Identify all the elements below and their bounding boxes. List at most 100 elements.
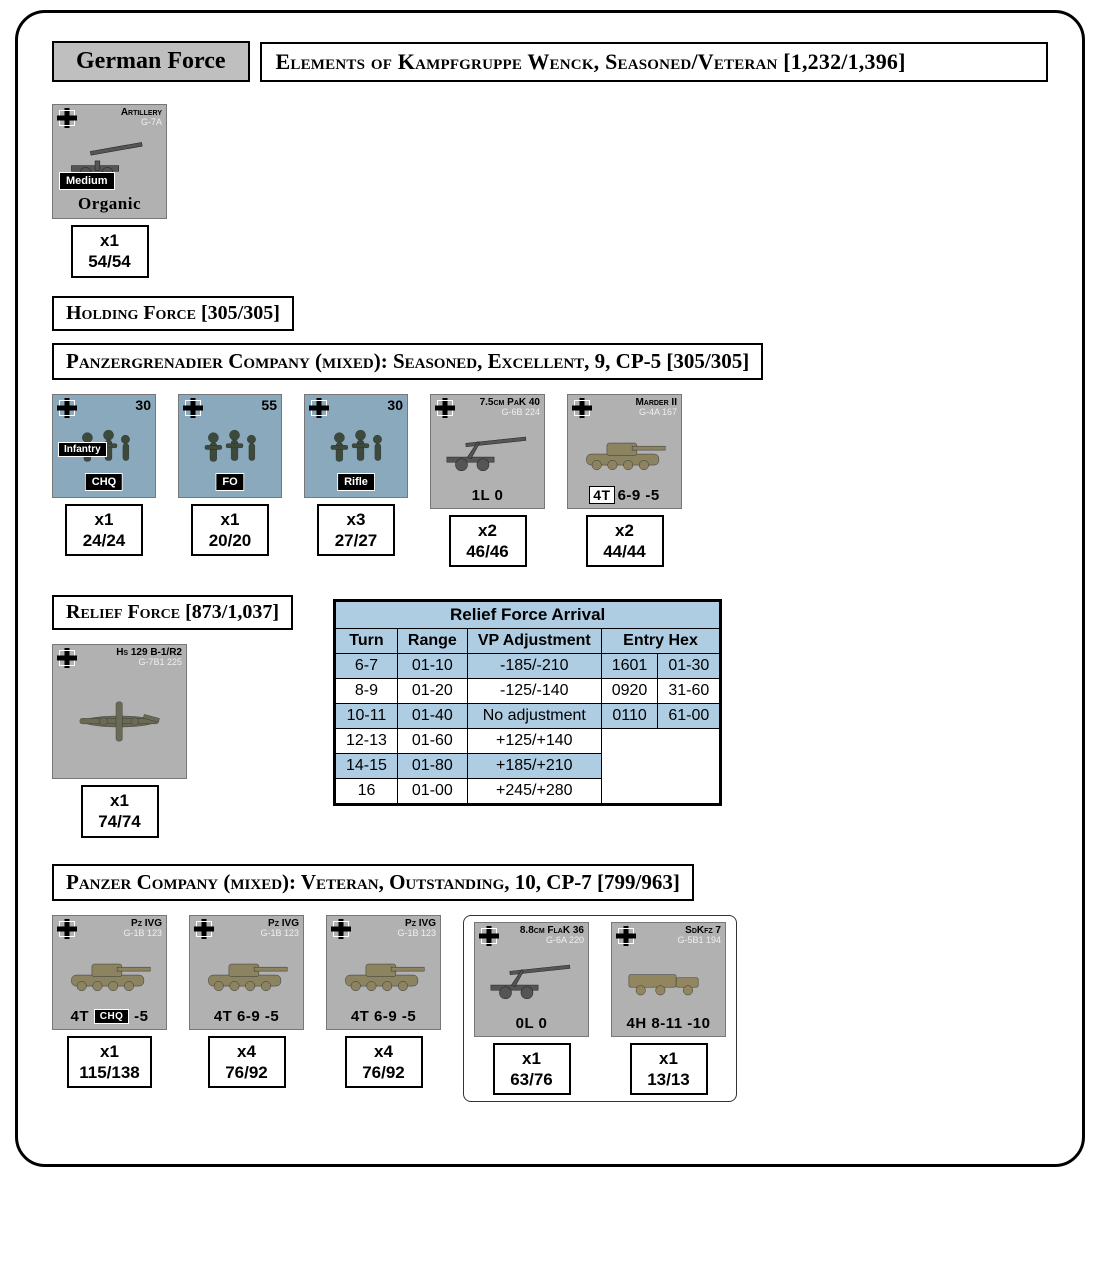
relief-force-title: Relief Force [873/1,037]: [52, 595, 293, 630]
holding-unit-row: 30 Infantry CHQ x124/24 55 FO x120/20 30 …: [52, 394, 1048, 568]
unit-silhouette: [331, 939, 436, 1008]
unit: Pz IVGG-1B 123 4T 6-9 -5 x476/92: [189, 915, 304, 1089]
chq-tag: CHQ: [94, 1009, 130, 1024]
counter-tag: Medium: [59, 172, 115, 190]
balkenkreuz-icon: [57, 648, 77, 668]
counter-corner: 55: [261, 398, 277, 412]
arrival-row: 1601-00+245/+280: [335, 779, 721, 805]
arrival-col: VP Adjustment: [467, 629, 601, 654]
unit-silhouette: [435, 418, 540, 487]
unit-counter: 7.5cm PaK 40G-6B 224 1L 0: [430, 394, 545, 509]
unit-cost: x244/44: [586, 515, 664, 568]
holding-force-title: Holding Force [305/305]: [52, 296, 294, 331]
unit-counter: Pz IVGG-1B 123 4T CHQ -5: [52, 915, 167, 1030]
arrival-col: Entry Hex: [601, 629, 721, 654]
unit: SdKfz 7G-5B1 194 4H 8-11 -10 x113/13: [611, 922, 726, 1096]
unit-counter: Pz IVGG-1B 123 4T 6-9 -5: [189, 915, 304, 1030]
counter-tag: FO: [215, 473, 244, 491]
balkenkreuz-icon: [479, 926, 499, 946]
unit-cost: x1 54/54: [71, 225, 149, 278]
force-sheet: German Force Elements of Kampfgruppe Wen…: [15, 10, 1085, 1167]
unit: 55 FO x120/20: [178, 394, 282, 557]
counter-corner: 30: [387, 398, 403, 412]
counter-tag: CHQ: [85, 473, 123, 491]
counter-id: G-1B 123: [123, 929, 162, 938]
arrival-row: 12-1301-60+125/+140: [335, 729, 721, 754]
counter-stats: 4H 8-11 -10: [616, 1015, 721, 1032]
counter-tag: Rifle: [337, 473, 375, 491]
counter-stats: 1L 0: [435, 487, 540, 504]
unit-counter: Marder IIG-4A 167 4T6-9 -5: [567, 394, 682, 509]
arrival-title: Relief Force Arrival: [335, 601, 721, 629]
counter-corner: 30: [135, 398, 151, 412]
holding-company-title: Panzergrenadier Company (mixed): Seasone…: [52, 343, 763, 380]
unit: Marder IIG-4A 167 4T6-9 -5 x244/44: [567, 394, 682, 568]
counter-name: Pz IVG: [397, 919, 436, 929]
arrival-row: 10-1101-40No adjustment011061-00: [335, 704, 721, 729]
counter-id: G-6A 220: [520, 936, 584, 945]
unit: 30 Rifle x327/27: [304, 394, 408, 557]
unit-counter: 55 FO: [178, 394, 282, 498]
balkenkreuz-icon: [57, 919, 77, 939]
unit-cost: x246/46: [449, 515, 527, 568]
header-row: German Force Elements of Kampfgruppe Wen…: [52, 41, 1048, 82]
counter-stats: 4T 6-9 -5: [331, 1008, 436, 1025]
unit-silhouette: [616, 946, 721, 1015]
unit: Pz IVGG-1B 123 4T 6-9 -5 x476/92: [326, 915, 441, 1089]
balkenkreuz-icon: [183, 398, 203, 418]
unit-cost: x1115/138: [67, 1036, 152, 1089]
counter-id: G-1B 123: [397, 929, 436, 938]
unit-silhouette: [194, 939, 299, 1008]
relief-left: Relief Force [873/1,037] Hs 129 B-1/R2 G…: [52, 589, 293, 850]
unit-silhouette: [572, 418, 677, 486]
counter-stats: 4T 6-9 -5: [194, 1008, 299, 1025]
counter-stats: 4T CHQ -5: [57, 1008, 162, 1025]
unit-cost: x327/27: [317, 504, 395, 557]
plane-silhouette: [57, 668, 182, 774]
force-title: Elements of Kampfgruppe Wenck, Seasoned/…: [260, 42, 1049, 82]
unit-cost: x1 74/74: [81, 785, 159, 838]
counter-caption: Organic: [57, 194, 162, 214]
panzer-company-title: Panzer Company (mixed): Veteran, Outstan…: [52, 864, 694, 901]
counter-stats: 4T6-9 -5: [572, 486, 677, 504]
unit-silhouette: [479, 946, 584, 1015]
towed-group: 8.8cm FlaK 36G-6A 220 0L 0 x163/76 SdKfz…: [463, 915, 737, 1103]
counter-name: 7.5cm PaK 40: [480, 398, 540, 408]
counter-artillery: Artillery G-7A Medium Organic: [52, 104, 167, 219]
balkenkreuz-icon: [57, 398, 77, 418]
unit: Pz IVGG-1B 123 4T CHQ -5 x1115/138: [52, 915, 167, 1089]
counter-id: G-1B 123: [260, 929, 299, 938]
counter-stats: 0L 0: [479, 1015, 584, 1032]
unit-artillery: Artillery G-7A Medium Organic x1 54/54: [52, 104, 167, 278]
unit-plane: Hs 129 B-1/R2 G-7B1 225 x1 74/74: [52, 644, 187, 838]
balkenkreuz-icon: [572, 398, 592, 418]
balkenkreuz-icon: [57, 108, 77, 128]
unit-cost: x124/24: [65, 504, 143, 557]
unit-cost: x476/92: [345, 1036, 423, 1089]
counter-name: Pz IVG: [260, 919, 299, 929]
unit-cost: x476/92: [208, 1036, 286, 1089]
counter-id: G-7A: [121, 118, 162, 127]
unit-counter: SdKfz 7G-5B1 194 4H 8-11 -10: [611, 922, 726, 1037]
counter-id: G-4A 167: [635, 408, 677, 417]
arrival-table: Relief Force Arrival TurnRangeVP Adjustm…: [333, 599, 722, 806]
unit-silhouette: [57, 939, 162, 1008]
counter-tag: Infantry: [58, 442, 107, 457]
arrival-col: Turn: [335, 629, 398, 654]
counter-name: 8.8cm FlaK 36: [520, 926, 584, 936]
unit-counter: 8.8cm FlaK 36G-6A 220 0L 0: [474, 922, 589, 1037]
unit-cost: x163/76: [493, 1043, 571, 1096]
counter-name: SdKfz 7: [677, 926, 721, 936]
unit: 30 Infantry CHQ x124/24: [52, 394, 156, 557]
balkenkreuz-icon: [616, 926, 636, 946]
unit: 8.8cm FlaK 36G-6A 220 0L 0 x163/76: [474, 922, 589, 1096]
counter-id: G-7B1 225: [116, 658, 182, 667]
counter-id: G-5B1 194: [677, 936, 721, 945]
unit-counter: 30 Infantry CHQ: [52, 394, 156, 498]
panzer-unit-row: Pz IVGG-1B 123 4T CHQ -5 x1115/138 Pz IV…: [52, 915, 1048, 1103]
unit-counter: Pz IVGG-1B 123 4T 6-9 -5: [326, 915, 441, 1030]
unit-cost: x120/20: [191, 504, 269, 557]
arrival-col: Range: [397, 629, 467, 654]
arrival-row: 6-701-10-185/-210160101-30: [335, 654, 721, 679]
counter-plane: Hs 129 B-1/R2 G-7B1 225: [52, 644, 187, 779]
